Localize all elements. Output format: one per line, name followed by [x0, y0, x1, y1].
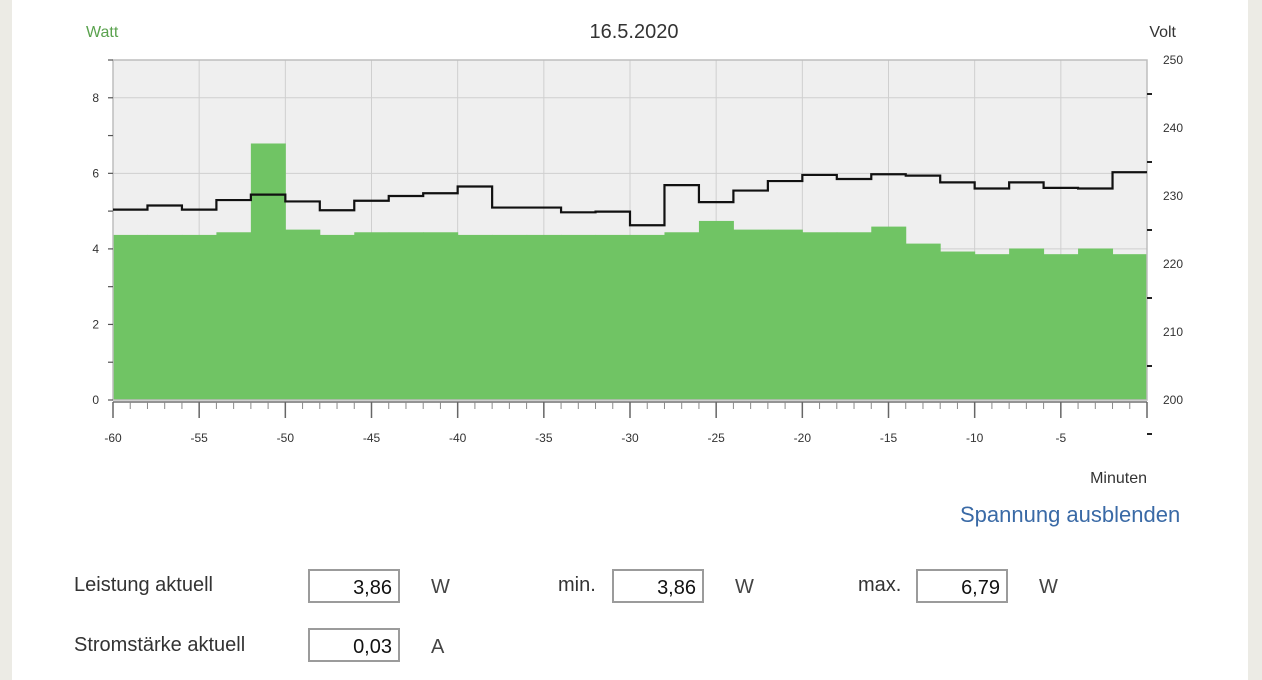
y-tick-label: 6 [92, 166, 99, 180]
x-tick-label: -15 [880, 431, 898, 445]
power-min-field: 3,86 [612, 569, 704, 603]
y2-tick-label: 240 [1163, 121, 1183, 135]
power-voltage-chart: 16.5.2020 Watt Volt Minuten 0 2 4 6 8 200 210 2… [86, 21, 1183, 487]
current-amps-unit: A [431, 636, 445, 658]
watt-bar [561, 234, 597, 400]
y2-tick-label: 250 [1163, 53, 1183, 67]
x-tick-label: -20 [794, 431, 812, 445]
watt-bar [733, 229, 769, 400]
watt-bar [147, 234, 183, 400]
watt-bar [1078, 248, 1114, 400]
watt-bar [630, 234, 665, 400]
power-current-unit: W [431, 576, 450, 598]
watt-bar [181, 234, 217, 400]
y-axis-label-watt: Watt [86, 24, 119, 41]
power-max-label: max. [858, 574, 902, 596]
y2-tick-label: 230 [1163, 189, 1183, 203]
volt-line [113, 171, 1147, 227]
y-tick-label: 0 [92, 393, 99, 407]
watt-bar [492, 234, 528, 400]
watt-bar [250, 143, 286, 400]
x-tick-label: -35 [535, 431, 553, 445]
power-max-field: 6,79 [916, 569, 1008, 603]
y-tick-label: 8 [92, 91, 99, 105]
watt-bar [1009, 248, 1045, 400]
watt-bar [1112, 254, 1148, 400]
y2-tick-label: 210 [1163, 325, 1183, 339]
watt-bar [940, 251, 976, 400]
current-amps-field: 0,03 [308, 628, 400, 662]
watt-bar [113, 234, 148, 400]
y-tick-label: 2 [92, 317, 99, 331]
x-tick-label: -50 [277, 431, 295, 445]
current-amps-label: Stromstärke aktuell [74, 634, 246, 656]
watt-bar [423, 232, 459, 400]
power-current-field: 3,86 [308, 569, 400, 603]
watt-bar [526, 234, 562, 400]
x-tick-label: -30 [621, 431, 639, 445]
watt-bar [802, 232, 838, 400]
watt-bar [974, 254, 1010, 400]
watt-bar [457, 234, 493, 400]
watt-bar [319, 234, 355, 400]
watt-bar [216, 232, 252, 400]
power-current-label: Leistung aktuell [74, 574, 213, 596]
watt-bar [285, 229, 321, 400]
energy-monitor-panel: 16.5.2020 Watt Volt Minuten 0 2 4 6 8 200 210 2… [12, 0, 1248, 680]
y2-tick-label: 200 [1163, 393, 1183, 407]
chart-title: 16.5.2020 [590, 21, 679, 43]
watt-bar [767, 229, 803, 400]
x-tick-label: -25 [707, 431, 725, 445]
watt-bar [836, 232, 872, 400]
x-tick-label: -5 [1055, 431, 1066, 445]
x-tick-label: -55 [190, 431, 208, 445]
x-tick-label: -60 [104, 431, 122, 445]
watt-bar [664, 232, 700, 400]
power-max-unit: W [1039, 576, 1058, 598]
x-tick-label: -10 [966, 431, 984, 445]
y-tick-label: 4 [92, 242, 99, 256]
power-min-label: min. [558, 574, 596, 596]
y2-tick-label: 220 [1163, 257, 1183, 271]
y2-axis-label-volt: Volt [1149, 24, 1176, 41]
power-min-unit: W [735, 576, 754, 598]
x-tick-label: -45 [363, 431, 381, 445]
x-tick-label: -40 [449, 431, 467, 445]
x-axis-label-minutes: Minuten [1090, 470, 1147, 487]
watt-bar [388, 232, 424, 400]
watt-bar [354, 232, 390, 400]
toggle-voltage-link[interactable]: Spannung ausblenden [960, 502, 1181, 527]
watt-bar [905, 243, 941, 400]
watt-bar [698, 220, 734, 400]
watt-bar [1043, 254, 1079, 400]
watt-bar [871, 226, 907, 400]
watt-bar [595, 234, 631, 400]
